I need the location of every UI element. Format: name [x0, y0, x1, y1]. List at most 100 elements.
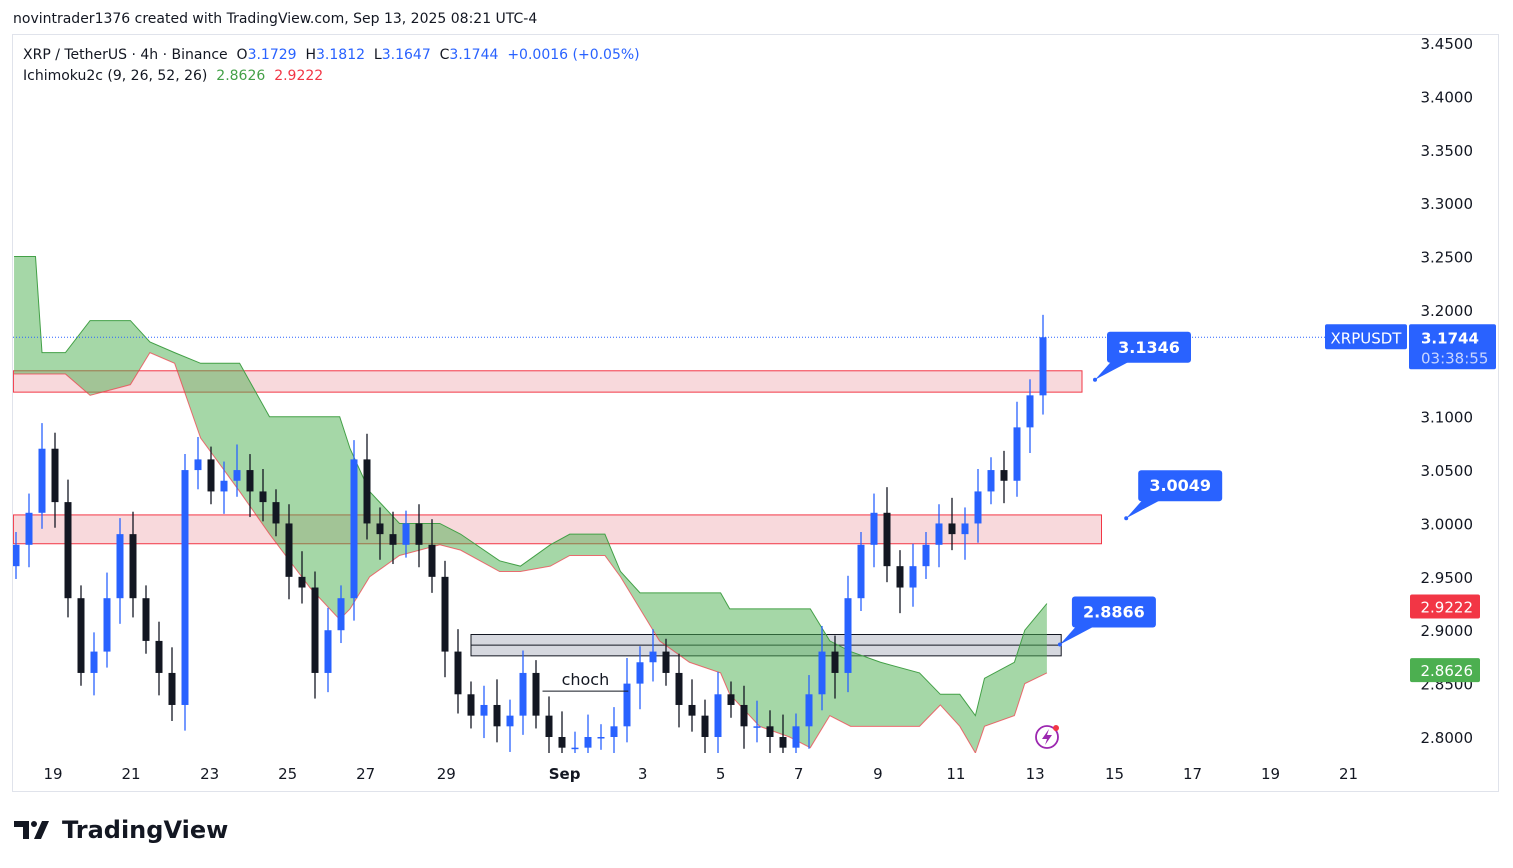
- high-value: 3.1812: [316, 47, 366, 63]
- candle: [740, 685, 748, 749]
- notification-dot: [1053, 725, 1059, 731]
- candle-body: [129, 534, 137, 599]
- candle-body: [805, 694, 813, 727]
- candle-body: [77, 598, 85, 673]
- candle-body: [831, 651, 839, 673]
- candle-body: [675, 672, 683, 705]
- y-tick-label: 3.0000: [1421, 515, 1474, 533]
- candle: [987, 457, 995, 505]
- candle-body: [662, 651, 670, 673]
- candle: [480, 685, 488, 739]
- x-tick-label: 25: [278, 765, 297, 783]
- candle: [285, 504, 293, 600]
- candle: [90, 632, 98, 696]
- candle: [883, 487, 891, 583]
- callout-pointer: [1059, 626, 1094, 645]
- candle-body: [246, 470, 254, 492]
- callout-box: [1071, 596, 1156, 628]
- candle-body: [64, 502, 72, 599]
- candle: [428, 519, 436, 593]
- y-tick-label: 3.1000: [1421, 409, 1474, 427]
- candle: [233, 444, 241, 497]
- candle: [922, 532, 930, 579]
- candle-body: [818, 651, 826, 695]
- tradingview-logo[interactable]: TradingView: [14, 816, 228, 844]
- candle-body: [415, 523, 423, 545]
- candle-body: [155, 640, 163, 673]
- candle: [727, 681, 735, 718]
- candle-body: [428, 544, 436, 577]
- candle: [766, 710, 774, 753]
- candle: [974, 469, 982, 543]
- candle-body: [298, 576, 306, 588]
- ichimoku-span-a: [14, 256, 1048, 717]
- candle-body: [220, 480, 228, 492]
- candle: [220, 461, 228, 514]
- chart-credit: novintrader1376 created with TradingView…: [13, 11, 538, 27]
- callout-anchor: [1124, 516, 1129, 521]
- candle-body: [649, 651, 657, 663]
- candle-body: [740, 704, 748, 727]
- y-tick-label: 3.4500: [1421, 35, 1474, 53]
- callout-box: [1107, 331, 1191, 363]
- candle: [519, 650, 527, 735]
- candle: [1000, 450, 1008, 504]
- candle-body: [389, 534, 397, 545]
- y-tick-label: 2.9000: [1421, 622, 1474, 640]
- candle-body: [103, 598, 111, 652]
- candle: [753, 700, 761, 743]
- candle: [792, 713, 800, 753]
- symbol-legend[interactable]: XRP / TetherUS · 4h · Binance O3.1729 H3…: [23, 45, 640, 66]
- candle-body: [545, 715, 553, 737]
- candle: [649, 629, 657, 682]
- candle: [13, 532, 20, 579]
- lightning-icon[interactable]: [1035, 725, 1059, 749]
- candle: [909, 543, 917, 607]
- candle: [493, 679, 501, 743]
- price-callout[interactable]: 2.8866: [1057, 596, 1156, 647]
- candle-body: [779, 737, 787, 748]
- indicator-value-a: 2.8626: [216, 68, 266, 84]
- candle-body: [974, 491, 982, 524]
- candle: [363, 433, 371, 540]
- candle: [532, 660, 540, 729]
- candle: [454, 629, 462, 714]
- span-price-label: 2.9222: [1421, 599, 1474, 617]
- candle: [259, 469, 267, 522]
- candle-body: [194, 459, 202, 471]
- candle: [77, 585, 85, 686]
- candle-body: [376, 523, 384, 535]
- callout-pointer: [1126, 500, 1161, 519]
- candle-body: [844, 598, 852, 673]
- price-callout[interactable]: 3.0049: [1124, 470, 1223, 521]
- lightning-icon-ring: [1035, 725, 1059, 749]
- x-tick-label: 5: [716, 765, 726, 783]
- candle-body: [727, 694, 735, 705]
- candle-body: [909, 566, 917, 588]
- y-tick-label: 3.0500: [1421, 462, 1474, 480]
- candle-body: [90, 651, 98, 673]
- candle-body: [636, 662, 644, 684]
- candle: [1013, 401, 1021, 497]
- candle: [662, 638, 670, 686]
- candle-body: [13, 544, 20, 567]
- candle: [194, 436, 202, 490]
- high-label: H: [305, 47, 317, 63]
- candle: [805, 675, 813, 749]
- candle-body: [792, 726, 800, 748]
- candle: [311, 571, 319, 699]
- x-tick-label: 29: [437, 765, 456, 783]
- candle-body: [311, 587, 319, 673]
- lightning-icon-bolt: [1042, 729, 1052, 745]
- candle-body: [883, 512, 891, 567]
- close-label: C: [439, 47, 450, 63]
- price-callout[interactable]: 3.1346: [1093, 331, 1191, 382]
- candle-body: [961, 523, 969, 535]
- candle: [129, 511, 137, 618]
- candle-body: [948, 523, 956, 535]
- y-tick-label: 2.9500: [1421, 569, 1474, 587]
- candle: [844, 575, 852, 693]
- candle: [415, 504, 423, 568]
- indicator-legend[interactable]: Ichimoku2c (9, 26, 52, 26) 2.8626 2.9222: [23, 66, 640, 87]
